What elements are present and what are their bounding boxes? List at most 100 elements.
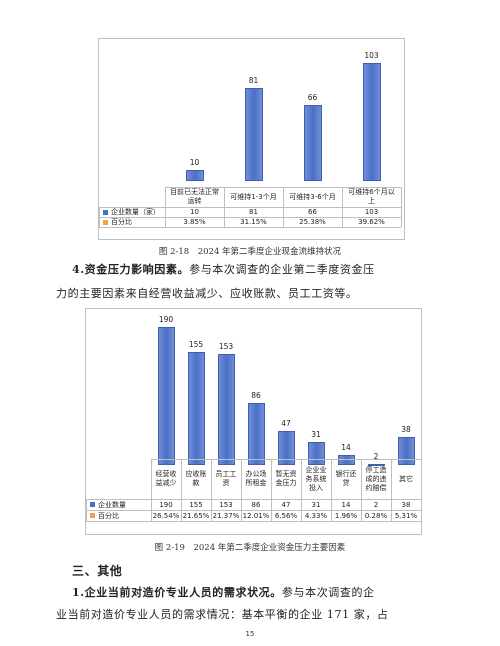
bar-value-label: 153: [218, 341, 234, 351]
paragraph-text: 参与本次调查的企业第二季度资金压: [189, 263, 375, 276]
category-label: 经营收 益减少: [155, 470, 177, 487]
table-vline: [401, 187, 402, 227]
bar-value-label: 14: [341, 442, 351, 452]
table-vline: [99, 207, 100, 227]
bar-value-label: 81: [248, 76, 259, 86]
bar-value-label: 190: [158, 315, 174, 324]
legend-count: 企业数量: [90, 500, 126, 510]
legend-label: 企业数量（家）: [111, 208, 160, 216]
bar-3: [303, 105, 322, 181]
category-label: 企业业 务系统 投入: [305, 465, 327, 492]
table-vline: [361, 459, 362, 521]
table-vline: [301, 459, 302, 521]
table-cell: 155: [189, 500, 203, 509]
bar-value-label: 86: [251, 390, 261, 400]
table-cell: 190: [159, 500, 173, 509]
table-cell: 26.54%: [152, 511, 180, 520]
table-cell: 66: [308, 208, 317, 216]
category-label: 暂无资 金压力: [275, 470, 297, 487]
bar-4: [362, 63, 381, 181]
bar-9: [397, 437, 415, 465]
table-cell: 4.33%: [304, 511, 328, 520]
table-cell: 1.96%: [334, 511, 358, 520]
table-vline: [391, 459, 392, 521]
table-vline: [165, 187, 166, 227]
legend-swatch-count: [90, 502, 95, 507]
category-label: 其它: [399, 474, 413, 483]
table-cell: 21.37%: [212, 511, 240, 520]
bar-1: [157, 327, 175, 465]
bar-5: [277, 430, 295, 465]
table-cell: 5.31%: [394, 511, 418, 520]
bar-value-label: 38: [401, 425, 411, 435]
bar-value-label: 155: [188, 340, 204, 350]
table-vline: [211, 459, 212, 521]
chart-capital-pressure-plot: 190 155 153 86 47 31 14 2 38: [151, 315, 421, 475]
chart-cashflow: 10 81 66 103 目前已无法正常 运转 可维持1-3个月 可维持3-6个月 可维持6…: [98, 38, 405, 240]
chart-cashflow-plot: 10 81 66 103: [165, 45, 401, 205]
bar-value-label: 66: [307, 93, 318, 103]
bar-value-label: 2: [373, 451, 379, 461]
table-cell: 0.28%: [364, 511, 388, 520]
table-vline: [342, 187, 343, 227]
chart-capital-pressure-table: 经营收 益减少 应收账 款员工工 资办公场 所租金 暂无资 金压力 企业业 务系统 投…: [86, 459, 422, 523]
table-vline: [241, 459, 242, 521]
table-hline: [99, 217, 401, 218]
table-cell: 47: [281, 500, 291, 509]
legend-swatch-count: [103, 209, 108, 215]
bar-8: [367, 463, 385, 466]
category-label: 可维持3-6个月: [289, 192, 336, 201]
bar-1: [185, 169, 204, 181]
paragraph-capital-pressure: 4.资金压力影响因素。参与本次调查的企业第二季度资金压: [72, 259, 472, 281]
legend-label: 百分比: [111, 218, 132, 226]
caption-figure-2-18: 图 2-18 2024 年第二季度企业现金流维持状况: [158, 247, 342, 257]
paragraph-text: 参与本次调查的企: [281, 586, 375, 599]
table-cell: 103: [364, 208, 379, 216]
table-vline: [86, 499, 87, 521]
legend-label: 百分比: [98, 511, 119, 520]
table-cell: 3.85%: [183, 218, 206, 226]
bar-value-label: 10: [189, 157, 200, 167]
bar-value-label: 47: [281, 418, 291, 428]
chart-capital-pressure: 190 155 153 86 47 31 14 2 38 经营收 益减少 应收账 款员工工 资办公…: [85, 308, 422, 535]
category-label: 可维持6个月以 上: [348, 188, 395, 205]
paragraph-demand: 1.企业当前对造价专业人员的需求状况。参与本次调查的企: [72, 582, 482, 604]
table-cell: 2: [373, 500, 379, 509]
bar-value-label: 31: [311, 430, 321, 440]
table-hline: [99, 207, 401, 208]
caption-figure-2-19: 图 2-19 2024 年第二季度企业资金压力主要因素: [154, 543, 346, 553]
bar-4: [247, 402, 265, 465]
bar-3: [217, 353, 235, 465]
table-cell: 25.38%: [299, 218, 326, 226]
table-vline: [331, 459, 332, 521]
category-label: 应收账 款: [185, 470, 207, 487]
paragraph-heading: 4.资金压力影响因素。: [72, 263, 190, 276]
chart-cashflow-table: 目前已无法正常 运转 可维持1-3个月 可维持3-6个月 可维持6个月以 上企业数量（…: [99, 187, 404, 228]
table-cell: 31.15%: [240, 218, 267, 226]
table-vline: [181, 459, 182, 521]
bar-2: [244, 88, 263, 181]
category-label: 银行还 贷: [335, 470, 357, 487]
table-cell: 6.56%: [274, 511, 298, 520]
category-label: 可维持1-3个月: [230, 192, 277, 201]
table-hline: [151, 459, 421, 460]
table-cell: 38: [401, 500, 411, 509]
table-cell: 153: [219, 500, 233, 509]
legend-percent: 百分比: [103, 217, 132, 227]
bar-value-label: 103: [364, 51, 379, 60]
table-cell: 21.65%: [182, 511, 210, 520]
table-vline: [151, 459, 152, 521]
page-number: 15: [245, 630, 255, 638]
category-label: 办公场 所租金: [245, 470, 267, 487]
legend-count: 企业数量（家）: [103, 207, 160, 217]
table-vline: [283, 187, 284, 227]
table-cell: 39.62%: [358, 218, 385, 226]
bar-2: [187, 352, 205, 465]
table-cell: 86: [251, 500, 261, 509]
table-cell: 14: [341, 500, 351, 509]
table-hline: [86, 510, 421, 511]
paragraph-heading: 1.企业当前对造价专业人员的需求状况。: [72, 586, 282, 599]
table-cell: 12.01%: [242, 511, 270, 520]
paragraph-demand-line2: 业当前对造价专业人员的需求情况：基本平衡的企业 171 家，占: [56, 608, 389, 621]
category-label: 停工造 成的违 约赔偿: [365, 465, 387, 492]
